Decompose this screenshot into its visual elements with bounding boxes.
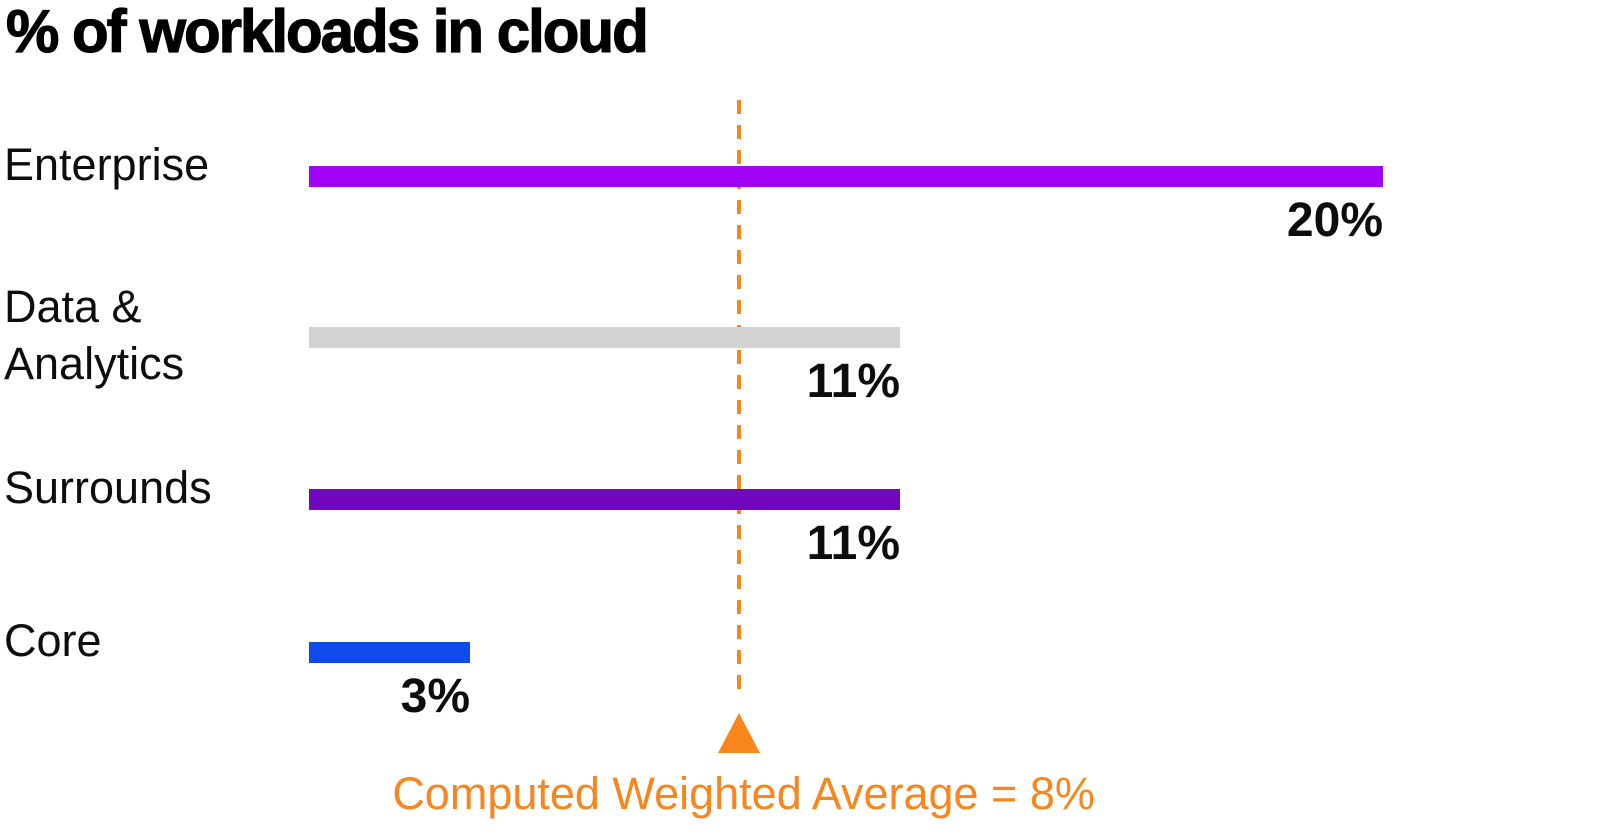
value-label: 11% xyxy=(806,355,900,408)
triangle-up-icon xyxy=(717,713,760,753)
value-label: 20% xyxy=(1286,194,1383,247)
category-label: Core xyxy=(4,615,102,666)
value-label: 11% xyxy=(806,517,900,570)
value-label: 3% xyxy=(400,670,470,723)
category-label: Surrounds xyxy=(4,462,212,513)
bar xyxy=(309,489,900,510)
bar xyxy=(309,166,1383,187)
category-label: Data & Analytics xyxy=(4,281,185,389)
weighted-average-dashed-line xyxy=(736,100,741,694)
chart-title: % of workloads in cloud xyxy=(5,0,649,65)
weighted-average-label: Computed Weighted Average = 8% xyxy=(392,768,1095,819)
bar xyxy=(309,327,900,348)
category-label: Enterprise xyxy=(4,139,210,190)
bar xyxy=(309,642,470,663)
